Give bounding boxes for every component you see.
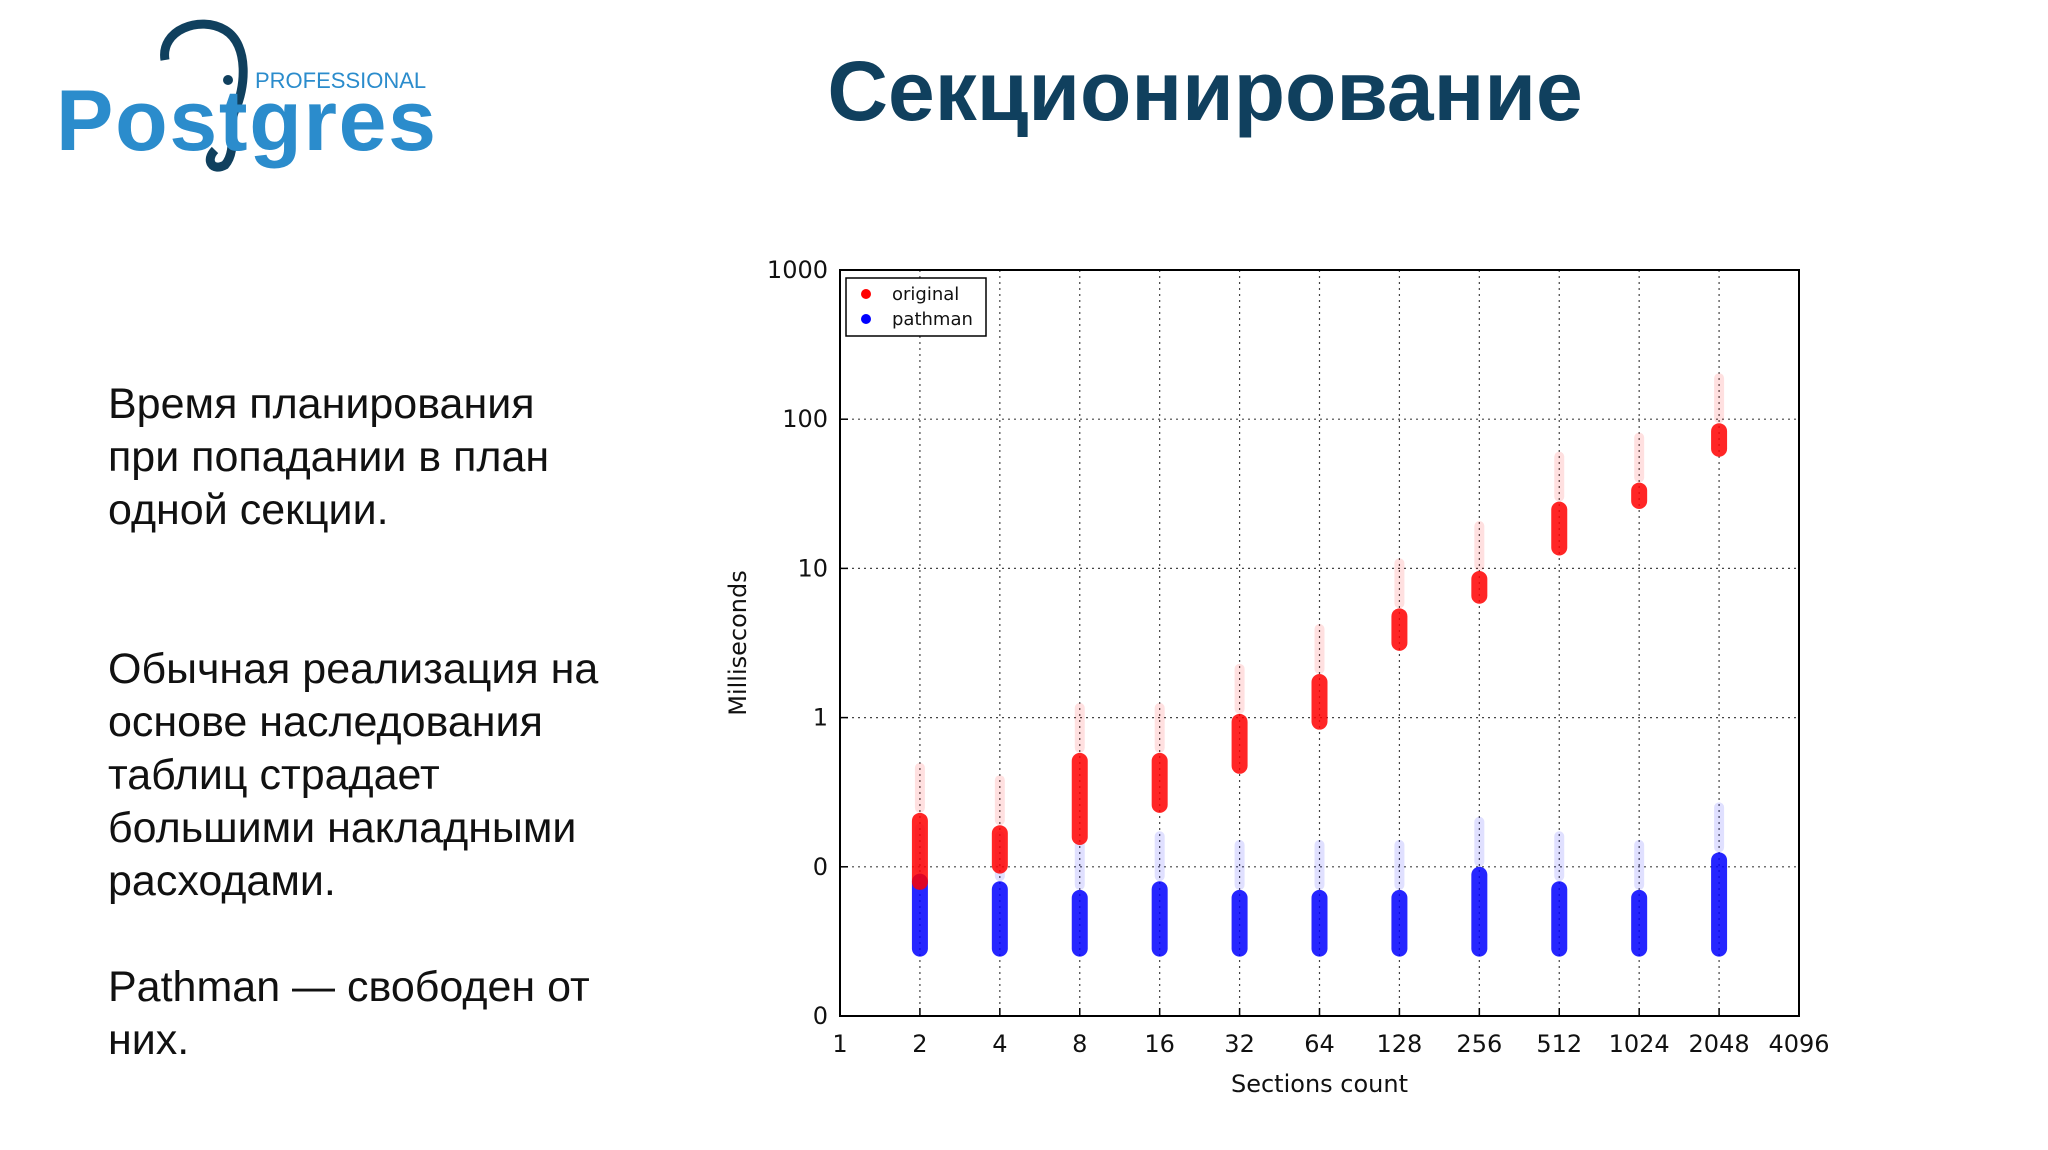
logo-name: Postgres [56,73,436,169]
body-line: при попадании в план [108,433,549,481]
x-tick-label: 8 [1072,1030,1087,1058]
y-tick-label: 0 [813,853,828,881]
logo: Postgres PROFESSIONAL [56,19,436,172]
logo-elephant [160,19,248,172]
point-cluster [1631,889,1648,957]
point-cluster [1551,501,1568,556]
point-cluster [1071,889,1088,957]
legend-marker [861,289,871,299]
slide-title: Секционирование [827,44,1582,138]
legend-label: original [892,284,959,305]
point-haze [994,775,1005,826]
y-tick-label: 1 [813,704,828,732]
point-cluster [1311,889,1328,957]
y-tick-label: 10 [797,554,828,582]
point-cluster [1071,752,1088,845]
point-cluster [1391,608,1408,651]
point-haze [1554,451,1565,502]
point-haze [914,762,925,813]
x-tick-label: 32 [1224,1030,1255,1058]
x-tick-label: 1 [832,1030,847,1058]
y-axis-label: Milliseconds [724,570,752,715]
point-haze [1154,702,1165,753]
body-line: основе наследования [108,698,543,746]
point-haze [1394,558,1405,609]
point-cluster [1631,482,1648,510]
point-haze [1714,802,1725,853]
x-tick-label: 16 [1144,1030,1175,1058]
point-haze [1474,816,1485,867]
point-haze [1154,831,1165,882]
point-cluster [911,812,928,890]
point-cluster [1151,881,1168,957]
point-cluster [1471,571,1488,604]
x-tick-label: 256 [1456,1030,1502,1058]
plot-frame [839,269,1800,1017]
body-line: большими накладными [108,804,576,852]
point-cluster [1231,889,1248,957]
point-cluster [1391,889,1408,957]
y-tick-label: 0 [813,1002,828,1030]
point-cluster [991,881,1008,957]
y-tick-label: 1000 [767,256,828,284]
point-cluster [1151,752,1168,813]
point-haze [1314,839,1325,890]
body-line: Обычная реализация на [108,645,598,693]
point-cluster [911,873,928,957]
body-line: них. [108,1016,189,1064]
point-cluster [1711,852,1728,957]
point-haze [1314,623,1325,674]
x-tick-label: 2 [912,1030,927,1058]
body-line: расходами. [108,857,336,905]
point-cluster [1711,423,1728,457]
x-tick-label: 4096 [1768,1030,1829,1058]
legend: original pathman [845,277,987,337]
body-line: Pathman — свободен от [108,963,590,1011]
point-haze [1474,521,1485,572]
body-line: таблиц страдает [108,751,440,799]
point-haze [1634,432,1645,483]
point-haze [1634,839,1645,890]
point-haze [1714,373,1725,424]
point-haze [1394,839,1405,890]
x-tick-label: 64 [1304,1030,1335,1058]
legend-frame [845,277,987,337]
point-cluster [1311,673,1328,730]
point-haze [1554,831,1565,882]
point-cluster [991,825,1008,874]
point-haze [1074,702,1085,753]
point-haze [1234,839,1245,890]
x-axis-label: Sections count [1231,1070,1408,1098]
y-tick-label: 100 [782,405,828,433]
body-line: одной секции. [108,486,389,534]
x-tick-label: 512 [1536,1030,1582,1058]
legend-label: pathman [892,309,973,330]
point-cluster [1551,881,1568,957]
x-tick-label: 2048 [1689,1030,1750,1058]
point-haze [1234,663,1245,714]
legend-marker [861,314,871,324]
point-cluster [1471,866,1488,957]
point-cluster [1231,713,1248,774]
point-haze [1074,839,1085,890]
logo-eye [223,75,233,85]
x-tick-label: 128 [1377,1030,1423,1058]
x-tick-label: 4 [992,1030,1007,1058]
body-line: Время планирования [108,380,535,428]
x-tick-label: 1024 [1609,1030,1670,1058]
logo-tagline: PROFESSIONAL [255,68,426,93]
